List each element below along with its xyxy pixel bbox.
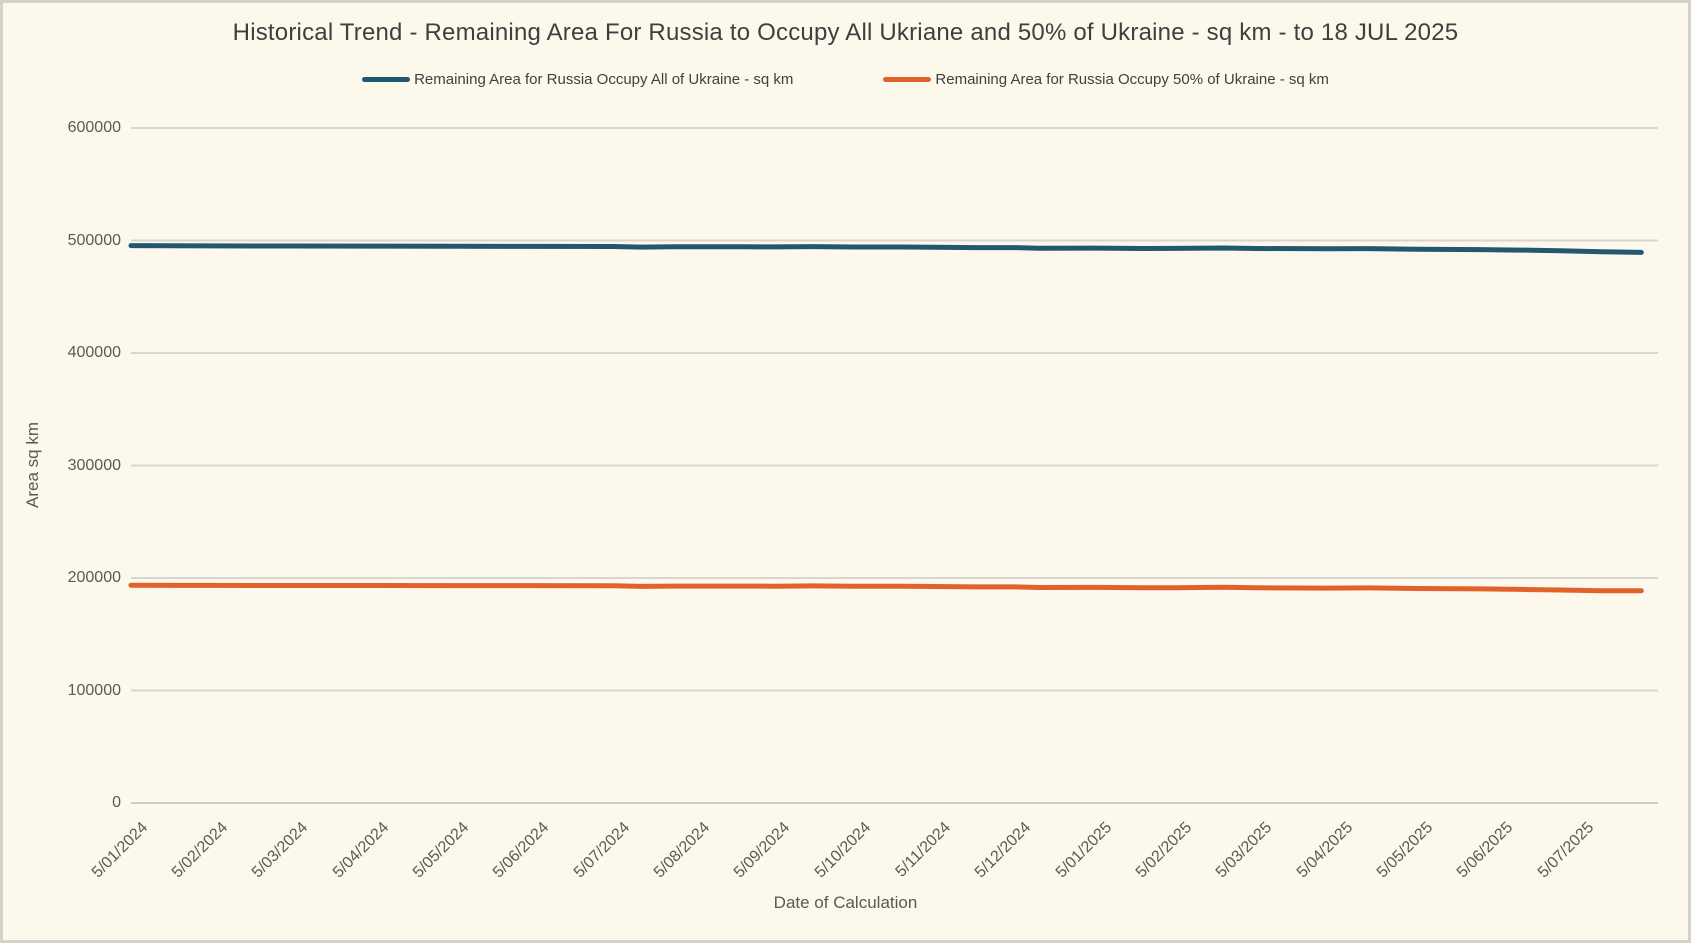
legend: Remaining Area for Russia Occupy All of …: [3, 71, 1688, 88]
series-all-ukraine-line-icon: [362, 77, 411, 82]
y-tick-label: 0: [112, 794, 121, 811]
plot-area: [128, 127, 1658, 804]
series-line-1: [128, 582, 1644, 594]
y-tick-label: 600000: [67, 119, 121, 136]
legend-item-50pct-ukraine: Remaining Area for Russia Occupy 50% of …: [883, 71, 1329, 88]
y-tick-label: 100000: [67, 681, 121, 699]
y-tick-label: 400000: [67, 344, 121, 361]
x-axis-title: Date of Calculation: [773, 893, 918, 912]
y-tick-label: 300000: [67, 456, 121, 474]
series-line-0: [128, 243, 1644, 255]
legend-item-all-ukraine: Remaining Area for Russia Occupy All of …: [362, 71, 793, 88]
legend-label-all-ukraine: Remaining Area for Russia Occupy All of …: [414, 71, 794, 88]
series-50pct-ukraine-line-icon: [883, 77, 932, 82]
y-axis-title: Area sq km: [23, 422, 42, 508]
legend-label-50pct-ukraine: Remaining Area for Russia Occupy 50% of …: [935, 71, 1329, 88]
chart-title: Historical Trend - Remaining Area For Ru…: [232, 19, 1459, 46]
y-tick-label: 200000: [67, 569, 121, 586]
y-tick-label: 500000: [67, 231, 121, 249]
